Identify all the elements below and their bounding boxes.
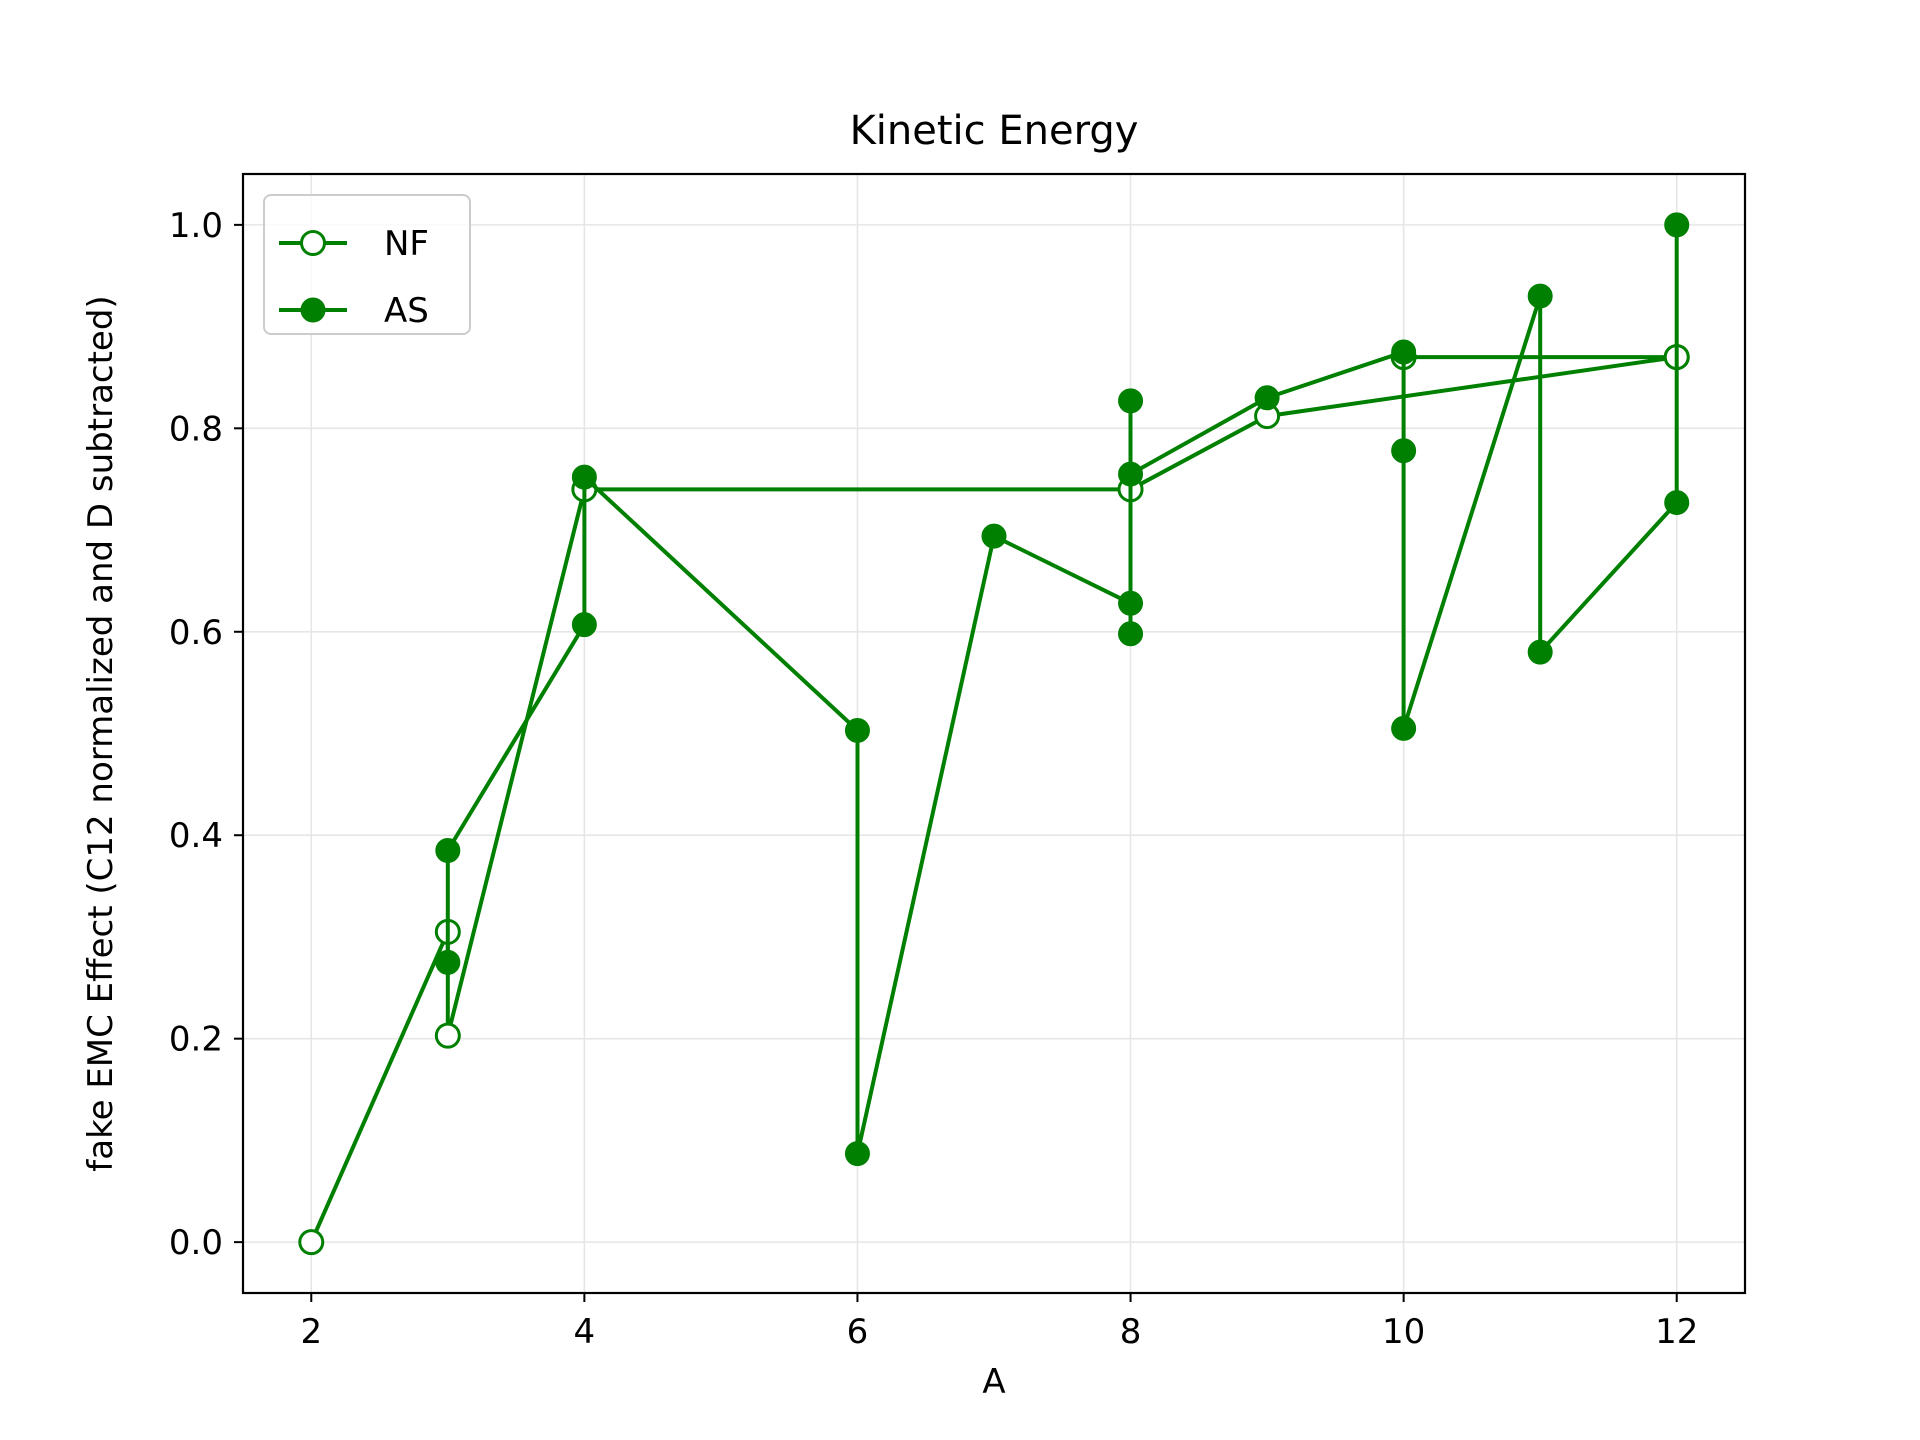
- data-point-as: [1118, 621, 1144, 647]
- series-layer: [298, 212, 1690, 1256]
- y-tick-label: 0.4: [169, 816, 223, 856]
- data-point-nf: [434, 1022, 461, 1049]
- y-tick-label: 1.0: [169, 206, 223, 246]
- y-tick-label: 0.2: [169, 1020, 223, 1060]
- data-point-as: [844, 717, 870, 743]
- legend-item-as: AS: [279, 291, 429, 331]
- data-point-as: [1118, 461, 1144, 487]
- data-point-nf: [298, 1229, 325, 1256]
- data-point-as: [435, 949, 461, 975]
- data-point-as: [1527, 283, 1553, 309]
- data-point-as: [1391, 715, 1417, 741]
- y-axis-title: fake EMC Effect (C12 normalized and D su…: [81, 295, 121, 1171]
- y-tick-label: 0.0: [169, 1223, 223, 1263]
- x-tick-label: 2: [300, 1312, 322, 1352]
- data-point-as: [571, 612, 597, 638]
- legend-marker-nf: [300, 230, 326, 256]
- x-tick-label: 10: [1382, 1312, 1425, 1352]
- legend: NF AS: [263, 194, 471, 335]
- data-point-as: [1527, 639, 1553, 665]
- data-point-as: [1664, 212, 1690, 238]
- legend-label: AS: [384, 291, 429, 331]
- data-point-as: [844, 1141, 870, 1167]
- data-point-as: [1118, 590, 1144, 616]
- legend-item-nf: NF: [279, 224, 429, 264]
- legend-marker-as: [300, 297, 326, 323]
- x-tick-label: 6: [847, 1312, 869, 1352]
- y-tick-label: 0.8: [169, 409, 223, 449]
- data-point-as: [1254, 385, 1280, 411]
- data-point-as: [571, 464, 597, 490]
- plot-area-frame: [241, 172, 1747, 1295]
- legend-label: NF: [384, 224, 429, 264]
- x-axis-title: A: [982, 1362, 1005, 1402]
- data-point-as: [435, 837, 461, 863]
- data-point-as: [1391, 339, 1417, 365]
- series-as: [435, 212, 1690, 1167]
- x-tick-label: 8: [1120, 1312, 1142, 1352]
- chart-title: Kinetic Energy: [850, 108, 1139, 154]
- legend-box: [263, 194, 471, 335]
- axis-ticks: 2 4 6 8 10 12 0.0 0.2 0.4 0.6 0.8 1.0: [169, 206, 1698, 1352]
- y-tick-label: 0.6: [169, 613, 223, 653]
- data-point-as: [1391, 438, 1417, 464]
- data-point-as: [981, 523, 1007, 549]
- data-point-as: [1118, 388, 1144, 414]
- x-tick-label: 4: [574, 1312, 596, 1352]
- data-point-as: [1664, 490, 1690, 516]
- x-tick-label: 12: [1655, 1312, 1698, 1352]
